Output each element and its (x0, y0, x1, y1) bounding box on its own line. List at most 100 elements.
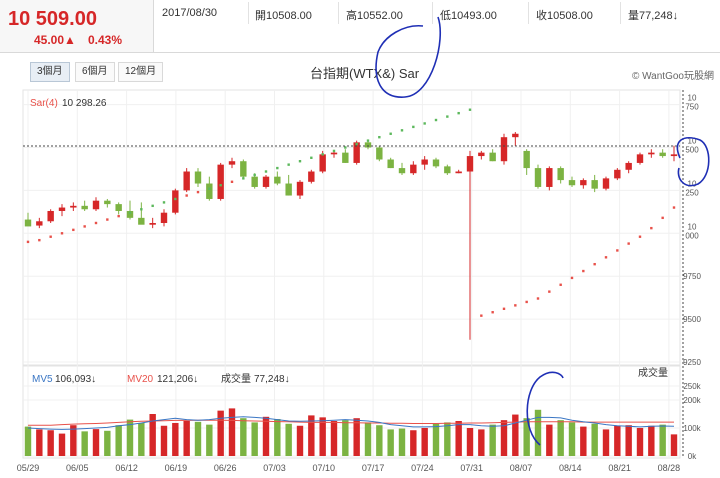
x-tick-label: 08/21 (608, 463, 631, 473)
ma5-line (27, 416, 675, 430)
sar-point (661, 216, 664, 220)
sar-point (536, 297, 540, 300)
volume-bar (636, 428, 644, 456)
sar-point (480, 314, 483, 317)
sar-point (389, 132, 392, 135)
sar-point (196, 190, 200, 194)
candle-body (387, 159, 394, 169)
y-tick-label: 100k (683, 424, 701, 433)
volume-bar (262, 416, 270, 456)
volume-bar (228, 408, 236, 456)
volume-bar (138, 422, 145, 456)
volume-bar (614, 425, 621, 456)
volume-bar (47, 430, 54, 456)
x-tick-label: 07/24 (411, 463, 434, 473)
volume-bar (512, 414, 519, 456)
volume-bar (126, 419, 134, 456)
tab-3-months[interactable]: 3個月 (30, 62, 70, 82)
sar-point (525, 300, 528, 304)
volume-bar (104, 430, 111, 456)
candle-body (81, 205, 88, 210)
sar-point (72, 228, 75, 232)
divider (620, 2, 621, 24)
candle-body (206, 183, 213, 199)
volume-bar (444, 422, 451, 456)
sar-point (38, 238, 41, 242)
volume-panel-frame (22, 365, 681, 459)
candle-body (602, 178, 610, 189)
volume-bar (206, 424, 213, 456)
candle-body (172, 190, 179, 213)
quote-date: 2017/08/30 (162, 7, 218, 19)
candle-body (421, 159, 428, 165)
ma20-value: 121,206↓ (157, 374, 198, 385)
quote-header: 10 509.00 45.00▲ 0.43% 2017/08/30 開10508… (0, 0, 720, 53)
volume-bar (387, 429, 394, 456)
sar-point (310, 156, 313, 159)
x-tick-label: 06/12 (115, 463, 138, 473)
candle-body (546, 168, 553, 187)
x-tick-label: 07/17 (362, 463, 385, 473)
sar-point (174, 197, 177, 201)
price-change: 45.00▲ (34, 33, 76, 47)
candle-body (47, 210, 54, 222)
x-tick-label: 07/31 (460, 463, 483, 473)
candle-body (670, 154, 678, 157)
sar-value: 10 298.26 (62, 98, 107, 109)
sar-point (582, 269, 585, 273)
ma20-line (28, 419, 674, 426)
volume-bar (625, 425, 632, 456)
annotation-circle-right (676, 136, 710, 187)
annotation-circle-top (375, 16, 442, 98)
x-tick-label: 08/07 (510, 463, 533, 473)
volume-bar (500, 420, 508, 456)
tab-12-months[interactable]: 12個月 (118, 62, 164, 82)
volume-bar (591, 423, 598, 456)
candle-body (614, 169, 621, 179)
price-box: 10 509.00 45.00▲ 0.43% (0, 0, 154, 52)
candle-body (455, 171, 462, 174)
candle-body (58, 207, 66, 211)
sar-point (559, 283, 562, 286)
sar-point (128, 211, 132, 214)
candle-body (24, 219, 32, 227)
sar-point (355, 142, 358, 146)
volume-bar (342, 420, 349, 456)
sar-point (400, 129, 404, 132)
candle-body (489, 152, 496, 162)
volume-bar (160, 425, 168, 456)
volume-bar (376, 425, 383, 456)
x-tick-label: 06/19 (165, 463, 188, 473)
sar-point (604, 256, 608, 259)
volume-bar (557, 420, 564, 456)
candle-body (410, 164, 417, 174)
ma5-label: MV5 (32, 374, 53, 385)
tab-6-months[interactable]: 6個月 (75, 62, 115, 82)
volume-bar (353, 418, 360, 456)
volume-bar (172, 422, 179, 456)
volume-bar (183, 421, 190, 456)
volume-bar (36, 429, 43, 456)
volume-bar (364, 422, 372, 456)
candle-body (70, 205, 77, 208)
volume-bar (398, 428, 406, 456)
volume-bar (92, 429, 100, 456)
sar-point (94, 221, 98, 225)
sar-point (208, 187, 211, 190)
volume-bar (670, 434, 678, 456)
candle-body (466, 156, 474, 172)
volume-bar (648, 425, 655, 456)
volume-bar (319, 417, 326, 456)
divider (338, 2, 339, 24)
volume-bar (115, 425, 122, 456)
volume-bar (432, 423, 440, 456)
y-tick-label: 10 (688, 179, 697, 188)
sar-point (616, 249, 619, 252)
candle-body (285, 183, 292, 196)
sar-point (83, 225, 86, 228)
sar-point (593, 262, 596, 266)
sar-point (253, 173, 256, 177)
sar-point (60, 232, 64, 235)
y-tick-label: 10 (688, 136, 697, 145)
volume-bar (274, 419, 281, 456)
